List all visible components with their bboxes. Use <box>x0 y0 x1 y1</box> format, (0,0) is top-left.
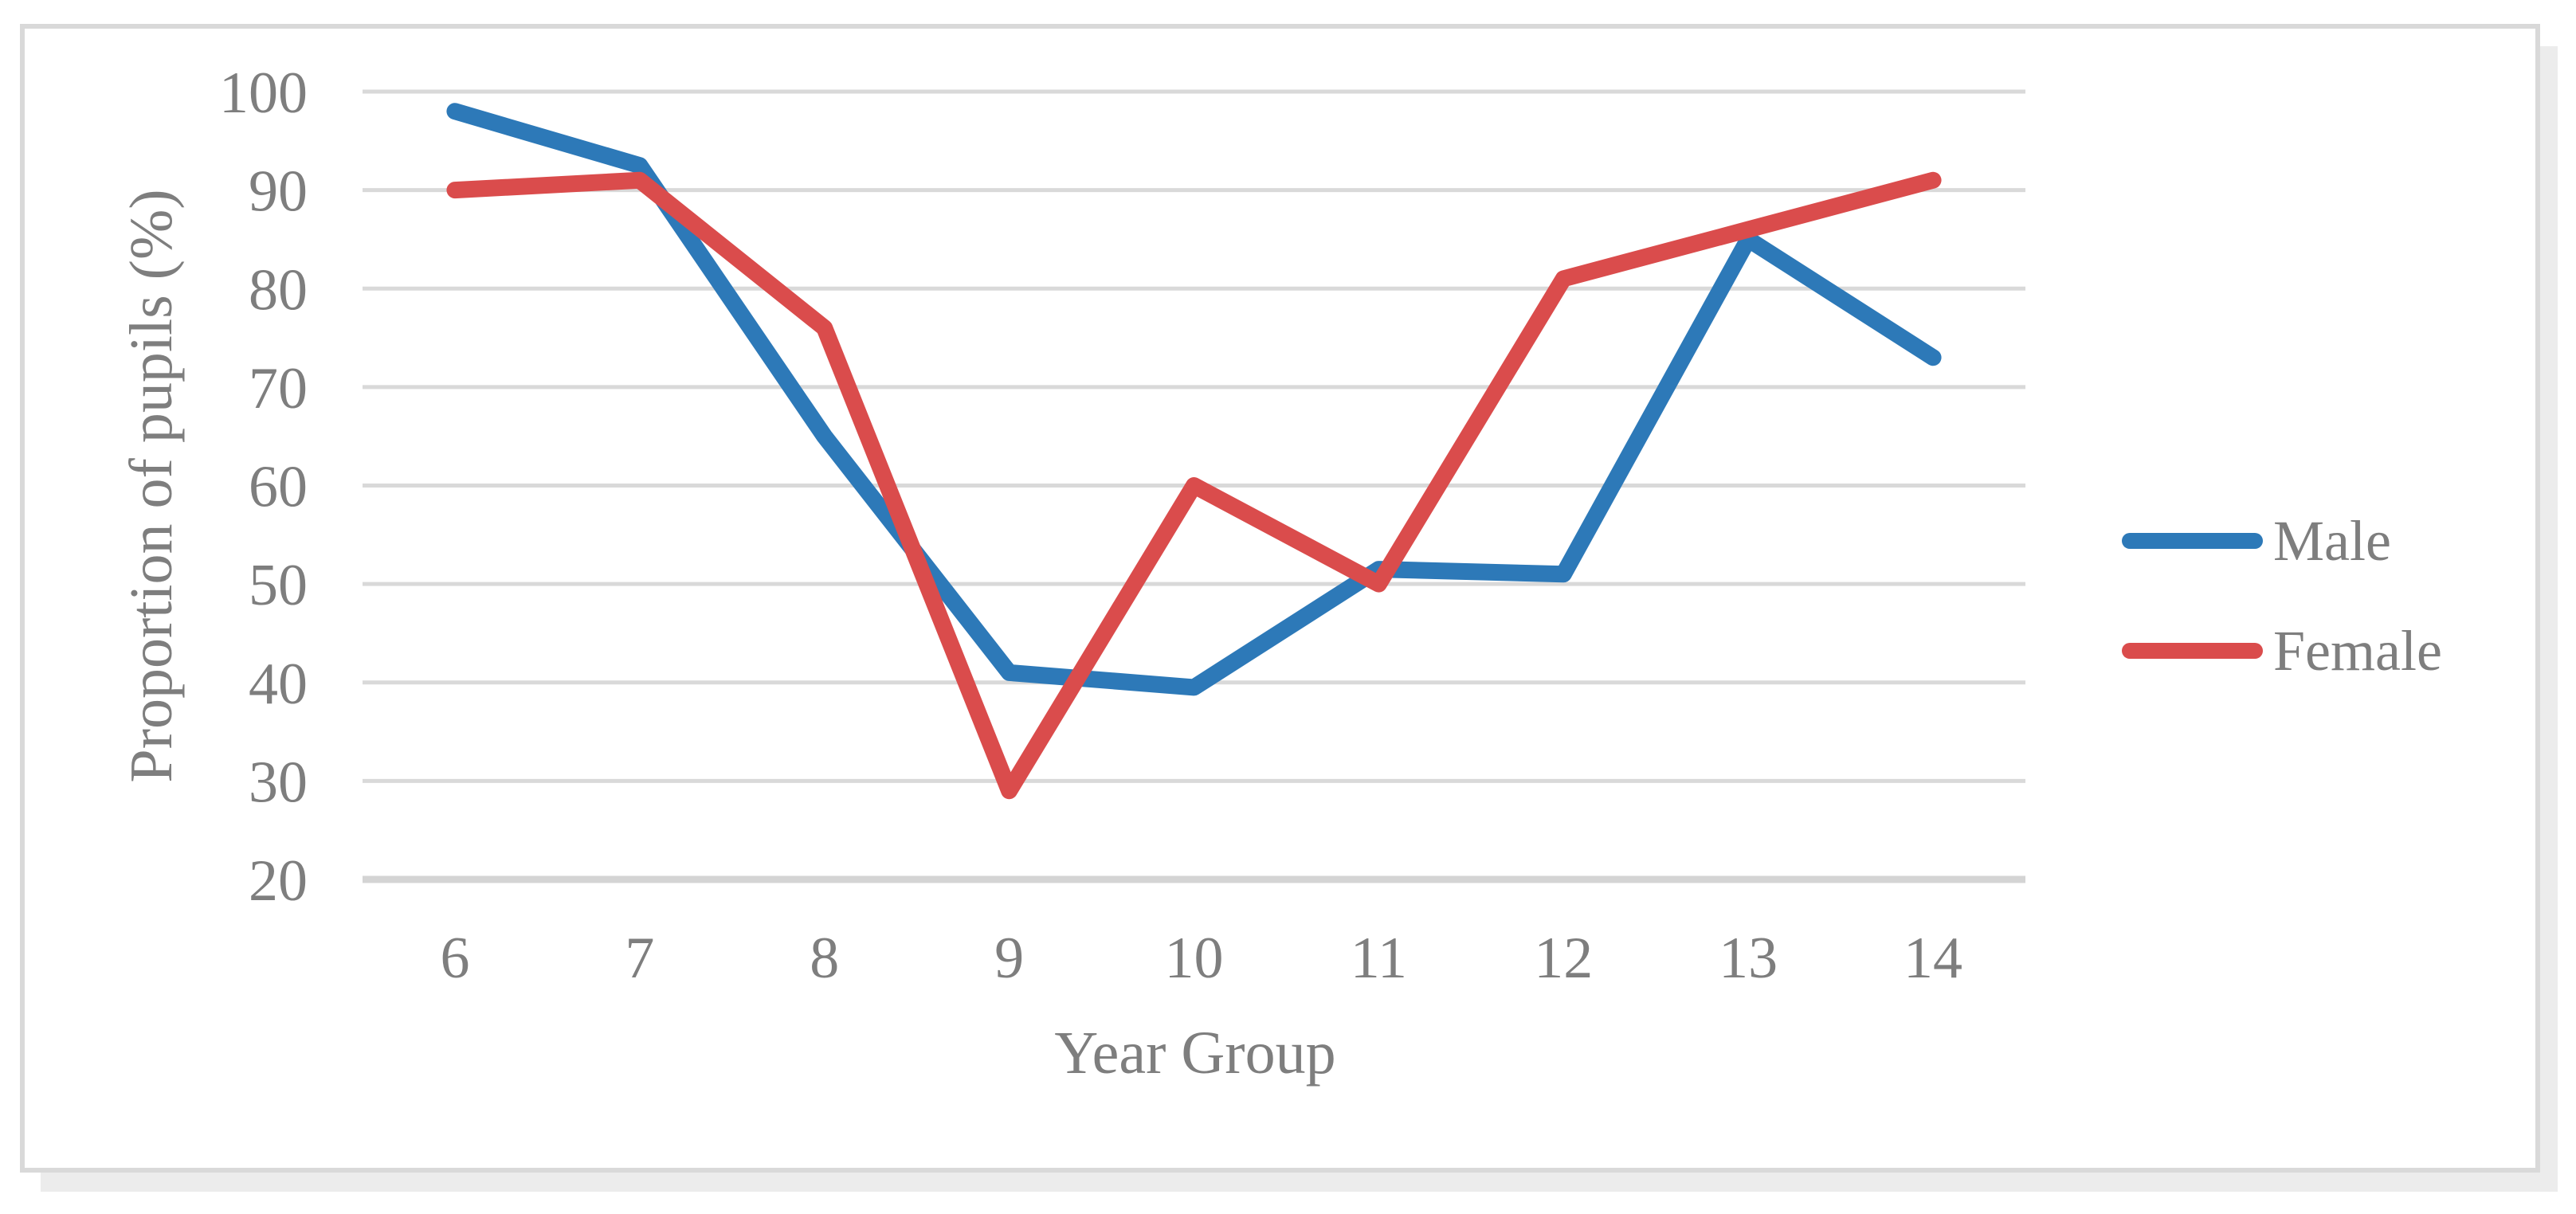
x-axis-title: Year Group <box>1054 1020 1336 1087</box>
y-tick-label-40: 40 <box>249 652 308 717</box>
series-layer <box>446 103 1942 800</box>
x-tick-label-13: 13 <box>1719 926 1778 991</box>
y-tick-label-60: 60 <box>249 455 308 520</box>
x-tick-label-11: 11 <box>1351 926 1407 991</box>
y-tick-label-50: 50 <box>249 553 308 618</box>
y-axis-title: Proportion of pupils (%) <box>118 189 185 783</box>
y-tick-label-90: 90 <box>249 159 308 225</box>
y-tick-label-20: 20 <box>249 848 308 914</box>
y-tick-label-80: 80 <box>249 257 308 323</box>
y-tick-label-30: 30 <box>249 750 308 815</box>
series-line-female <box>446 171 1942 800</box>
legend-item-female: Female <box>2122 622 2442 679</box>
x-tick-label-7: 7 <box>625 926 654 991</box>
x-tick-label-6: 6 <box>440 926 469 991</box>
x-tick-label-14: 14 <box>1904 926 1962 991</box>
series-line-male <box>446 103 1942 696</box>
tick-labels-layer: 20 30 40 50 60 70 80 90 100 6 7 8 9 10 11 12 13 14 <box>219 61 1962 991</box>
x-tick-label-9: 9 <box>994 926 1024 991</box>
gridlines-layer <box>363 89 2025 883</box>
legend-item-male: Male <box>2122 512 2391 570</box>
x-tick-label-8: 8 <box>810 926 839 991</box>
x-tick-label-12: 12 <box>1534 926 1593 991</box>
y-tick-label-100: 100 <box>219 61 308 126</box>
x-tick-label-10: 10 <box>1165 926 1224 991</box>
chart-figure-border <box>20 24 2540 1173</box>
legend-label-female: Female <box>2273 619 2442 683</box>
legend-label-male: Male <box>2273 509 2391 573</box>
legend-swatch-female <box>2122 643 2263 659</box>
legend-swatch-male <box>2122 533 2263 549</box>
y-tick-label-70: 70 <box>249 356 308 421</box>
